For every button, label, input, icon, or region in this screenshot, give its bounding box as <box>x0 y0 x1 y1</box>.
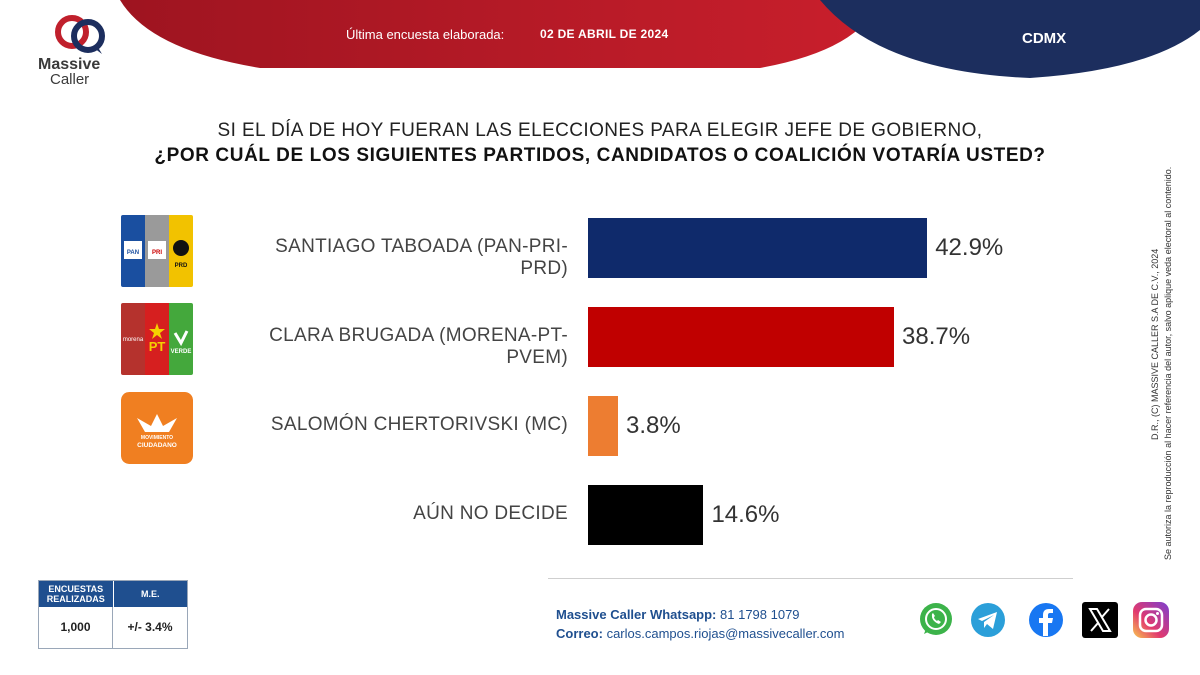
stats-value-me: +/- 3.4% <box>127 620 173 634</box>
value-label: 3.8% <box>626 412 681 439</box>
email-contact: Correo: carlos.campos.riojas@massivecall… <box>556 626 844 641</box>
logo-text: MOVIMIENTO <box>141 435 173 441</box>
header-band <box>120 0 1200 78</box>
telegram-icon[interactable] <box>970 602 1006 638</box>
brand-name-line1: Massive <box>38 56 101 73</box>
value-label: 14.6% <box>711 501 780 528</box>
value-label: 42.9% <box>935 234 1004 261</box>
value-label: 38.7% <box>902 323 971 350</box>
category-label: SANTIAGO TABOADA (PAN-PRI-PRD) <box>275 236 568 279</box>
logo-text: PRI <box>152 250 162 256</box>
question-line1: SI EL DÍA DE HOY FUERAN LAS ELECCIONES P… <box>217 120 983 141</box>
logo-text: morena <box>123 337 144 343</box>
x-icon[interactable] <box>1082 602 1118 638</box>
bar <box>588 396 619 456</box>
survey-date: 02 DE ABRIL DE 2024 <box>540 27 669 41</box>
brand-name-line2: Caller <box>50 71 90 88</box>
stats-header-surveys: ENCUESTAS REALIZADAS <box>39 581 114 607</box>
movimiento-ciudadano-logo: MOVIMIENTO CIUDADANO <box>121 392 193 464</box>
logo-stripe <box>121 303 145 375</box>
email-address[interactable]: carlos.campos.riojas@massivecaller.com <box>606 626 845 641</box>
logo-text: PRD <box>175 263 188 269</box>
logo-text: CIUDADANO <box>137 442 177 449</box>
morena-pt-verde-logo: morena PT VERDE <box>121 303 193 375</box>
stats-header-me: M.E. <box>113 581 187 607</box>
bar <box>588 485 704 545</box>
pan-pri-prd-logo: PAN PRI PRD <box>121 215 193 287</box>
brand-logo: Massive Caller <box>36 14 126 90</box>
category-label: AÚN NO DECIDE <box>413 503 568 524</box>
category-label: CLARA BRUGADA (MORENA-PT-PVEM) <box>269 325 568 368</box>
whatsapp-label: Massive Caller Whatsapp: <box>556 607 717 622</box>
stats-value-surveys: 1,000 <box>39 607 113 648</box>
instagram-icon[interactable] <box>1133 602 1169 638</box>
facebook-icon[interactable] <box>1028 602 1064 638</box>
whatsapp-contact: Massive Caller Whatsapp: 81 1798 1079 <box>556 607 800 622</box>
whatsapp-icon[interactable] <box>918 602 954 638</box>
region-label: CDMX <box>1022 30 1067 47</box>
stats-table: ENCUESTAS REALIZADAS M.E. 1,000 +/- 3.4% <box>38 580 188 649</box>
question-line2: ¿POR CUÁL DE LOS SIGUIENTES PARTIDOS, CA… <box>154 145 1046 166</box>
logo-text: PT <box>149 339 166 354</box>
logo-text: VERDE <box>171 349 192 355</box>
logo-stripe <box>169 303 193 375</box>
copyright-note: D.R., (C) MASSIVE CALLER S.A DE C.V., 20… <box>1150 248 1160 440</box>
bar <box>588 218 928 278</box>
category-label: SALOMÓN CHERTORIVSKI (MC) <box>270 414 568 435</box>
logo-text: PAN <box>127 250 139 256</box>
chat-bubbles-icon <box>55 15 105 54</box>
whatsapp-number[interactable]: 81 1798 1079 <box>720 607 800 622</box>
logo-stripe <box>145 303 169 375</box>
bar <box>588 307 894 367</box>
survey-label: Última encuesta elaborada: <box>346 27 505 42</box>
reproduction-note: Se autoriza la reproducción al hacer ref… <box>1163 166 1173 560</box>
footer-divider <box>548 578 1073 579</box>
email-label: Correo: <box>556 626 603 641</box>
